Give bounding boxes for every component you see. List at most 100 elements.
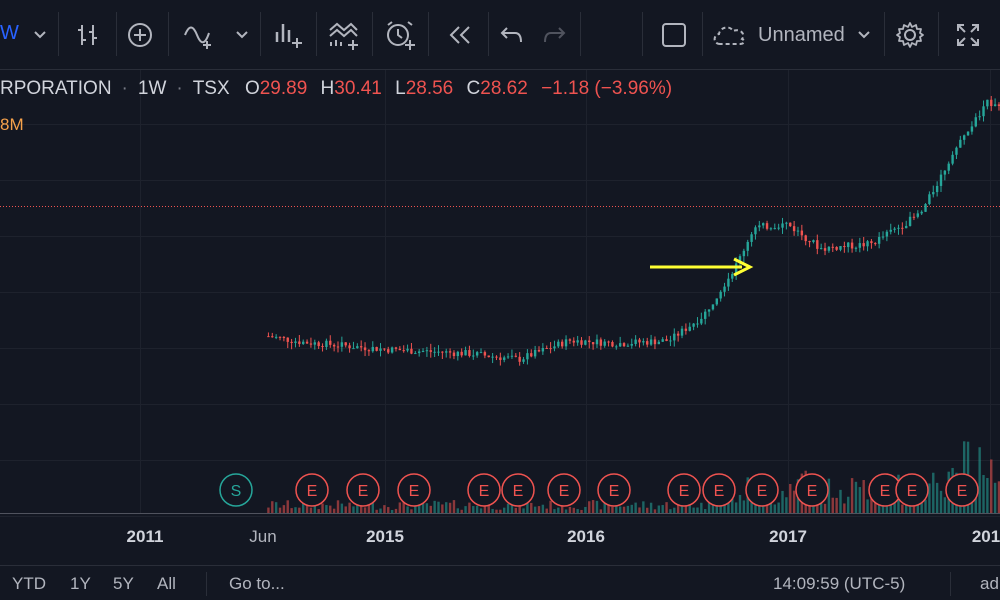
financials-icon[interactable] [266, 15, 310, 55]
separator [168, 12, 169, 56]
range-1y-button[interactable]: 1Y [70, 574, 91, 593]
candle-body [742, 250, 746, 257]
candle-body [781, 223, 784, 228]
candle-body [533, 349, 537, 357]
templates-icon[interactable] [322, 15, 366, 55]
range-5y-button[interactable]: 5Y [113, 574, 134, 593]
split-marker[interactable] [219, 473, 253, 507]
volume-bar [329, 505, 332, 513]
separator [884, 12, 885, 56]
compare-add-icon[interactable] [120, 15, 160, 55]
separator [702, 12, 703, 56]
earnings-marker[interactable] [346, 473, 380, 507]
volume-bar [912, 505, 916, 513]
candle-body [924, 204, 927, 212]
separator [488, 12, 489, 56]
separator [642, 12, 643, 56]
volume-bar [642, 501, 645, 513]
volume-bar [673, 507, 676, 513]
earnings-marker[interactable] [945, 473, 979, 507]
candle-body [526, 353, 529, 360]
volume-bar [649, 502, 653, 513]
volume-bar [336, 500, 340, 513]
volume-bar [537, 506, 541, 513]
marker-label: E [409, 483, 420, 500]
candle-body [750, 234, 753, 242]
indicators-icon[interactable] [178, 15, 222, 55]
earnings-marker[interactable] [295, 473, 329, 507]
candle-body [939, 174, 943, 186]
candle-body [684, 328, 688, 331]
replay-icon[interactable] [438, 15, 482, 55]
candle-body [649, 339, 653, 345]
alert-clock-icon[interactable] [378, 15, 422, 55]
candle-body [483, 352, 487, 356]
volume-bar [676, 503, 680, 513]
goto-button[interactable]: Go to... [229, 574, 285, 593]
candle-body [286, 337, 289, 342]
volume-bar [943, 497, 947, 513]
marker-label: E [714, 483, 725, 500]
earnings-marker[interactable] [745, 473, 779, 507]
volume-bar [375, 509, 378, 513]
save-layout-button[interactable]: Unnamed [710, 15, 880, 55]
volume-bar [618, 506, 622, 513]
earnings-marker[interactable] [397, 473, 431, 507]
candle-body [518, 356, 521, 362]
candle-body [414, 353, 417, 355]
fullscreen-icon[interactable] [946, 15, 990, 55]
interval-button[interactable]: W [0, 22, 19, 44]
close-value: 28.62 [480, 78, 528, 99]
earnings-marker[interactable] [547, 473, 581, 507]
cloud-icon [713, 26, 746, 45]
candle-body [993, 104, 997, 107]
volume-bar [317, 509, 320, 513]
range-all-button[interactable]: All [157, 574, 176, 593]
earnings-marker[interactable] [467, 473, 501, 507]
clock-timezone[interactable]: 14:09:59 (UTC-5) [773, 574, 906, 593]
volume-bar [939, 490, 943, 513]
undo-icon[interactable] [494, 15, 530, 55]
earnings-marker[interactable] [667, 473, 701, 507]
candle-body [676, 333, 680, 336]
candle-body [290, 341, 293, 343]
redo-icon[interactable] [536, 15, 572, 55]
symbol-name[interactable]: RPORATION [0, 78, 112, 99]
indicators-chevron-icon[interactable] [230, 15, 254, 55]
layout-square-icon[interactable] [654, 15, 694, 55]
candle-body [638, 339, 641, 343]
volume-bar [588, 501, 591, 513]
volume-bar [332, 508, 336, 513]
volume-bar [688, 505, 691, 513]
volume-legend: 8M [0, 115, 24, 134]
settings-gear-icon[interactable] [888, 15, 932, 55]
adjust-button[interactable]: ad [980, 574, 999, 593]
candle-body [499, 357, 502, 360]
volume-bar [522, 508, 525, 513]
separator [58, 12, 59, 56]
earnings-marker[interactable] [501, 473, 535, 507]
volume-bar [387, 507, 390, 513]
interval-dropdown-chevron-icon[interactable] [28, 15, 52, 55]
candle-body [456, 351, 460, 357]
earnings-marker[interactable] [895, 473, 929, 507]
candle-body [437, 351, 440, 353]
close-label: C [466, 78, 481, 99]
candle-body [812, 240, 815, 243]
candle-body [901, 227, 904, 229]
volume-bar [704, 509, 707, 513]
volume-bar [302, 502, 305, 513]
range-ytd-button[interactable]: YTD [12, 574, 46, 593]
bar-style-icon[interactable] [66, 15, 110, 55]
marker-label: E [609, 483, 620, 500]
earnings-marker[interactable] [795, 473, 829, 507]
volume-bar [669, 509, 672, 513]
marker-label: E [358, 483, 369, 500]
candle-body [468, 350, 471, 356]
candle-body [622, 343, 626, 347]
volume-bar [932, 472, 935, 513]
earnings-marker[interactable] [702, 473, 736, 507]
earnings-marker[interactable] [597, 473, 631, 507]
candle-body [719, 291, 722, 299]
